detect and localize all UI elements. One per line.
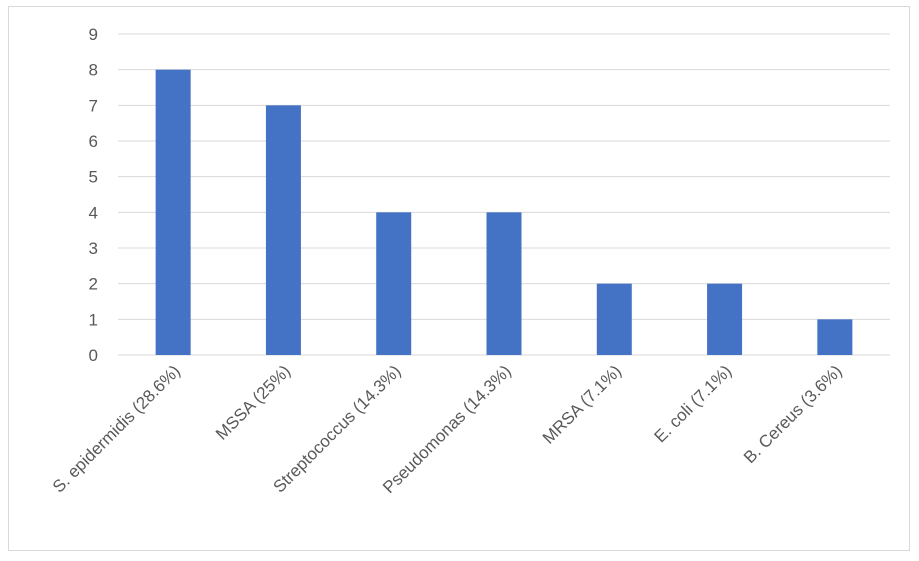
gridlines [118, 33, 890, 356]
x-category-label: B. Cereus (3.6%) [740, 361, 846, 467]
bars [155, 69, 853, 356]
y-tick-label: 8 [89, 61, 98, 80]
y-tick-label: 0 [89, 346, 98, 365]
bar [707, 283, 743, 355]
bar [486, 212, 522, 355]
y-tick-label: 5 [89, 168, 98, 187]
y-tick-label: 4 [89, 203, 98, 222]
x-category-label: Streptococcus (14.3%) [270, 361, 405, 496]
bar [817, 319, 853, 355]
x-axis-category-labels: S. epidermidis (28.6%) MSSA (25%)Streptoc… [49, 361, 846, 497]
bar [376, 212, 412, 355]
y-tick-label: 2 [89, 275, 98, 294]
y-tick-label: 7 [89, 96, 98, 115]
bar [596, 283, 632, 355]
x-category-label: E. coli (7.1%) [650, 361, 735, 446]
bar [265, 105, 301, 355]
x-category-label: MRSA (7.1%) [539, 361, 625, 447]
x-category-label: MSSA (25%) [212, 361, 294, 443]
x-category-label: S. epidermidis (28.6%) [49, 361, 184, 496]
y-tick-label: 3 [89, 239, 98, 258]
y-axis-tick-labels: 0 1 2 3 4 5 6 7 8 9 [89, 25, 98, 365]
bar [155, 69, 191, 356]
y-tick-label: 1 [89, 310, 98, 329]
y-tick-label: 9 [89, 25, 98, 44]
y-tick-label: 6 [89, 132, 98, 151]
x-category-label: Pseudomonas (14.3%) [379, 361, 515, 497]
